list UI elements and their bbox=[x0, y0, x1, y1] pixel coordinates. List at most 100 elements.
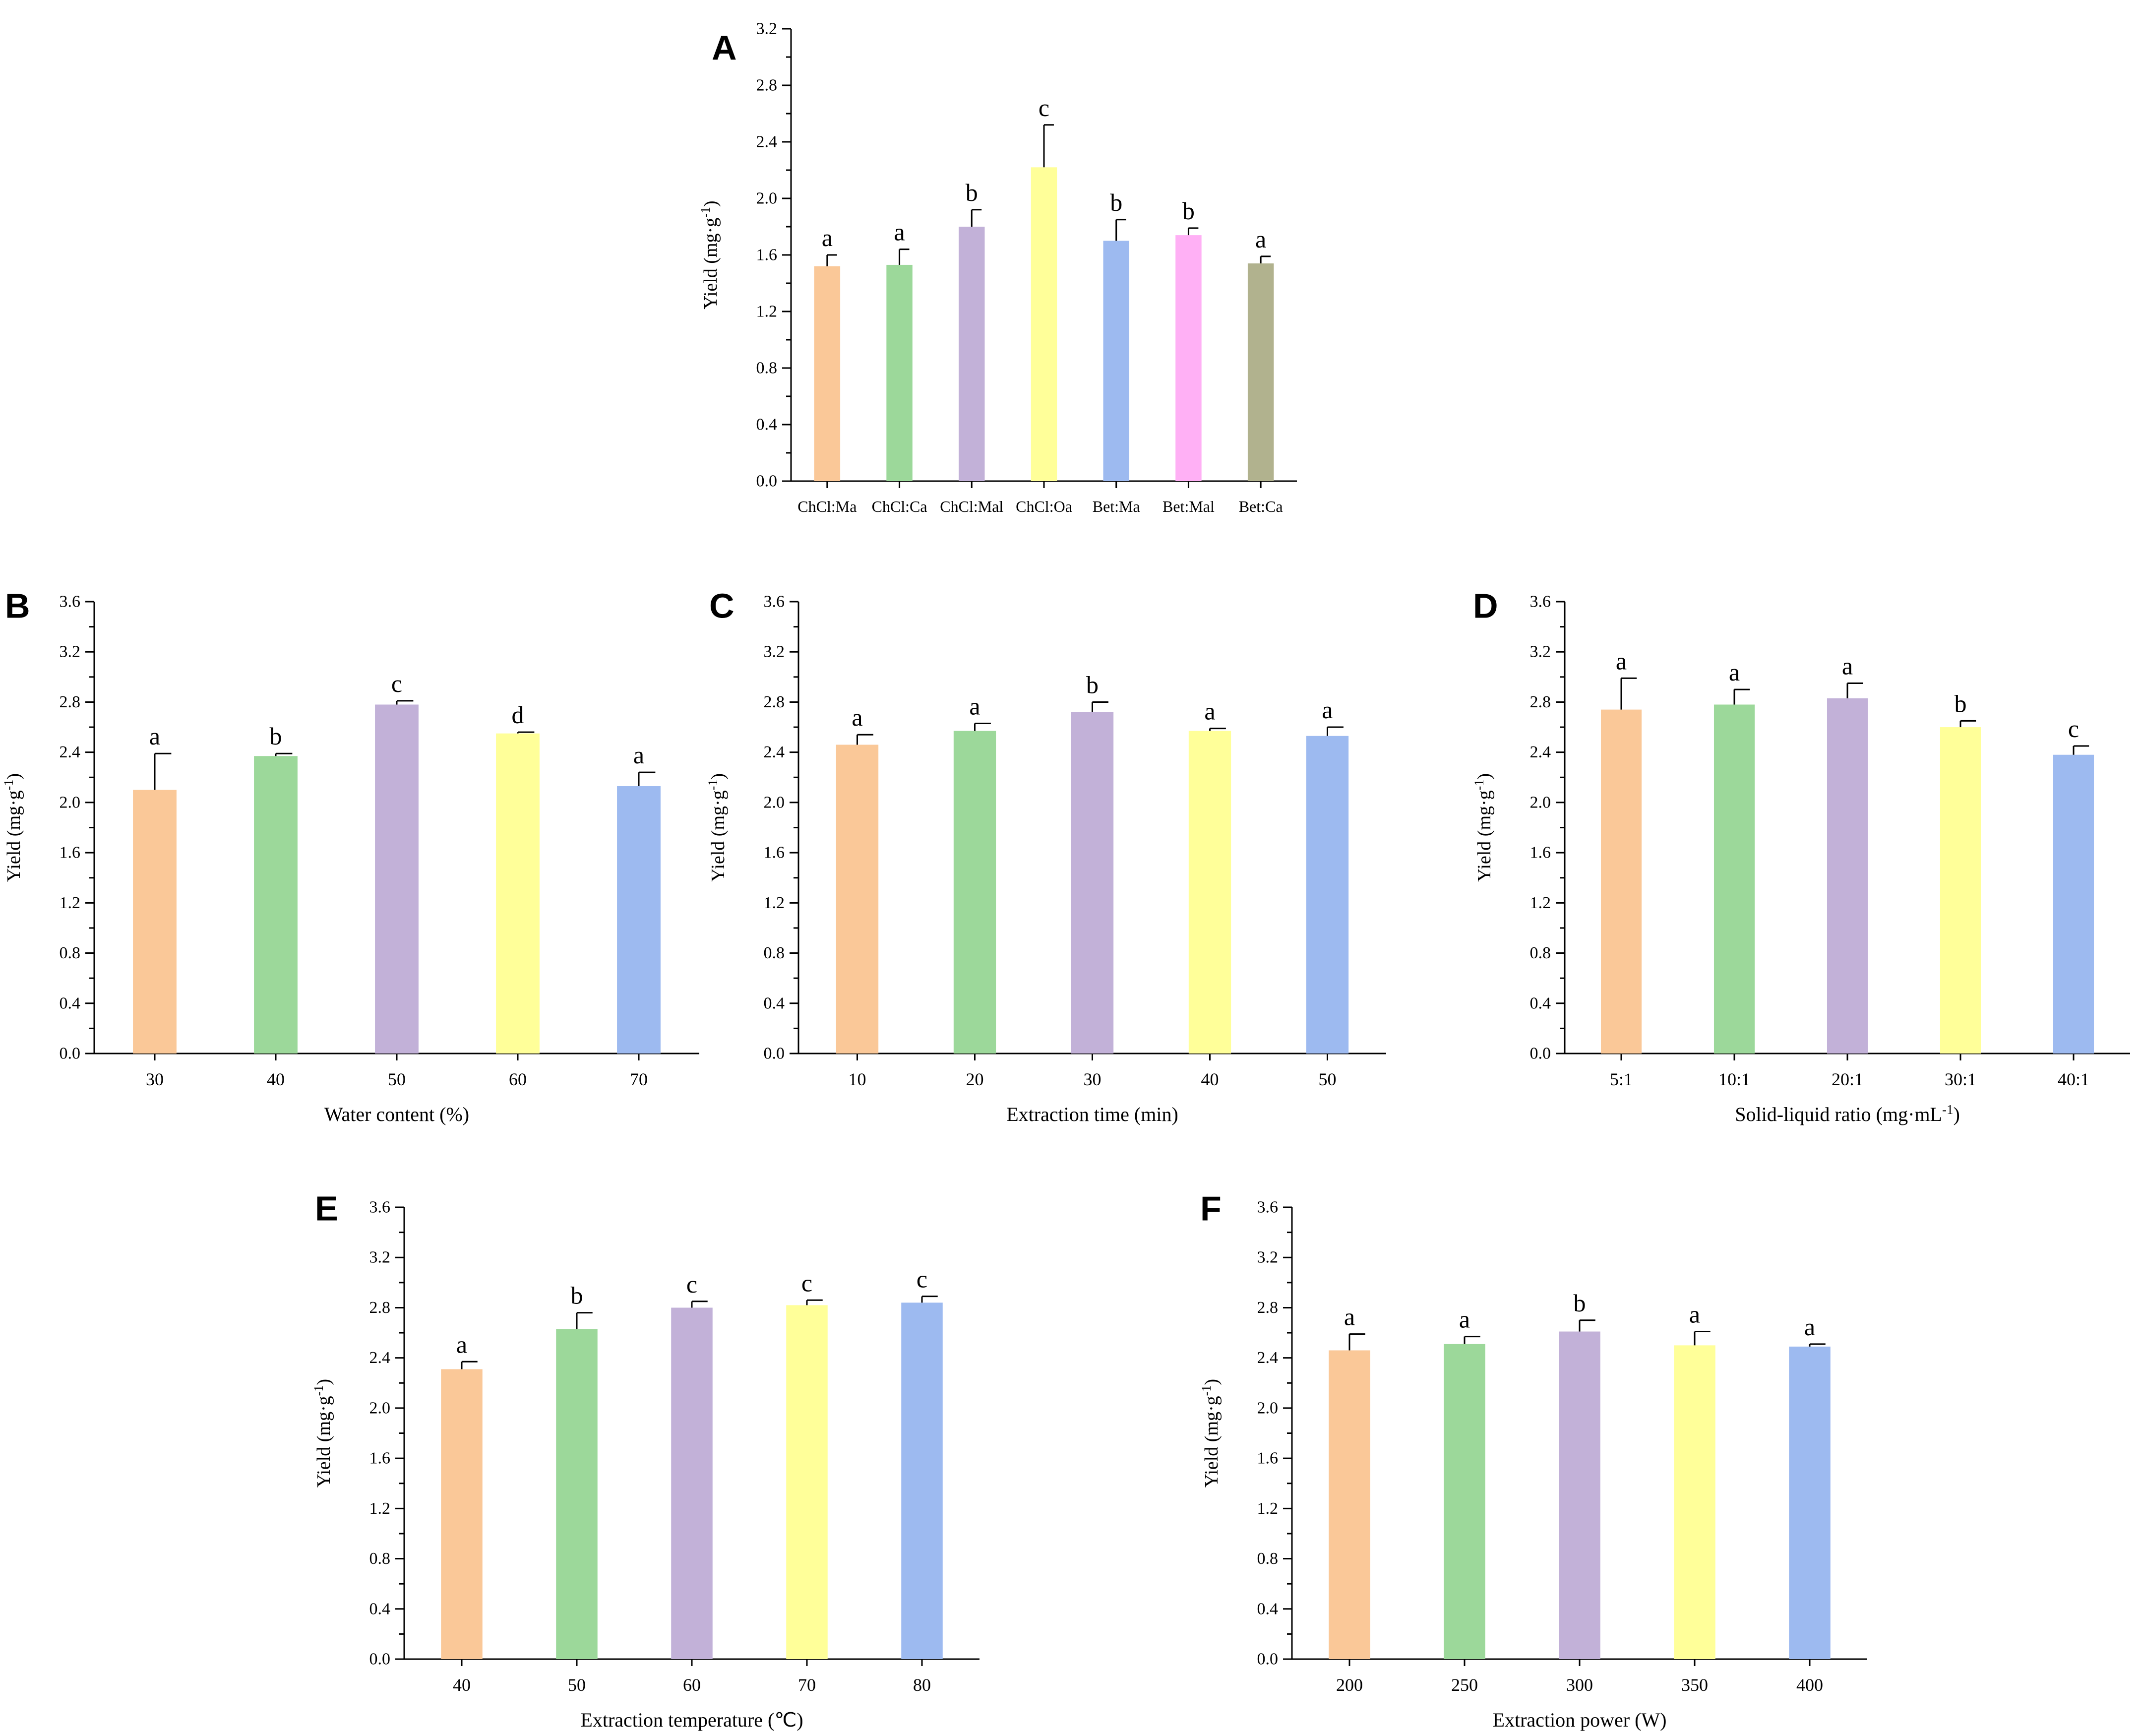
bar-20-1 bbox=[1827, 698, 1868, 1054]
bar-10 bbox=[836, 744, 879, 1054]
y-tick-label: 0.8 bbox=[1530, 944, 1551, 962]
significance-letter: a bbox=[969, 692, 980, 720]
significance-letter: c bbox=[917, 1265, 927, 1293]
significance-letter: a bbox=[1804, 1313, 1815, 1341]
significance-letter: b bbox=[1182, 197, 1195, 225]
bar-chcl-oa bbox=[1031, 167, 1057, 481]
x-tick-label: 250 bbox=[1451, 1675, 1478, 1695]
significance-letter: a bbox=[852, 703, 862, 731]
y-tick-label: 1.6 bbox=[756, 246, 778, 264]
y-tick-label: 1.2 bbox=[756, 303, 778, 321]
y-axis-label: Yield (mg·g-1) bbox=[698, 200, 721, 309]
bar-300 bbox=[1559, 1331, 1600, 1659]
x-tick-label: 50 bbox=[568, 1675, 586, 1695]
x-tick-label: 5:1 bbox=[1610, 1069, 1633, 1089]
significance-letter: d bbox=[512, 701, 524, 729]
x-axis-label: Extraction time (min) bbox=[1006, 1103, 1178, 1125]
y-tick-label: 3.2 bbox=[1530, 643, 1551, 661]
x-tick-label: 30 bbox=[146, 1069, 164, 1089]
y-tick-label: 0.8 bbox=[60, 944, 81, 962]
chart-panel-c: C 0.0 0.4 0.8 1.2 1.6 2.0 2.4 2.8 3.2 3.6 Yield (mg… bbox=[706, 586, 1386, 1125]
significance-letter: b bbox=[1110, 188, 1122, 216]
bar-50 bbox=[1306, 736, 1349, 1054]
x-tick-label: 20 bbox=[966, 1069, 984, 1089]
significance-letter: c bbox=[391, 670, 402, 697]
x-tick-label: 60 bbox=[509, 1069, 527, 1089]
chart-panel-a: A 0.0 0.4 0.8 1.2 1.6 2.0 2.4 2.8 3.2 Yield (mg·g-… bbox=[698, 20, 1297, 515]
x-tick-label: 50 bbox=[1319, 1069, 1337, 1089]
y-tick-label: 0.8 bbox=[369, 1550, 391, 1568]
significance-letter: a bbox=[894, 218, 905, 246]
bar-10-1 bbox=[1713, 704, 1755, 1054]
bar-200 bbox=[1329, 1350, 1370, 1659]
significance-letter: c bbox=[686, 1270, 697, 1298]
x-tick-label: ChCl:Mal bbox=[940, 497, 1003, 515]
y-tick-label: 2.4 bbox=[369, 1349, 391, 1367]
significance-letter: b bbox=[1574, 1289, 1586, 1317]
y-axis-label: Yield (mg·g-1) bbox=[311, 1379, 334, 1488]
chart-panel-e: E 0.0 0.4 0.8 1.2 1.6 2.0 2.4 2.8 3.2 3.6 Yield (mg… bbox=[311, 1189, 979, 1731]
significance-letter: a bbox=[1322, 696, 1333, 724]
panel-letter: C bbox=[709, 586, 734, 625]
y-tick-label: 2.0 bbox=[60, 793, 81, 811]
bar-60 bbox=[671, 1307, 713, 1659]
significance-letter: a bbox=[1255, 225, 1266, 253]
significance-letter: b bbox=[571, 1282, 583, 1309]
y-tick-label: 1.6 bbox=[60, 844, 81, 862]
y-tick-label: 1.2 bbox=[369, 1499, 391, 1518]
x-tick-label: ChCl:Ma bbox=[797, 497, 856, 515]
bar-chcl-mal bbox=[959, 227, 985, 481]
significance-letter: c bbox=[2068, 715, 2079, 743]
x-axis-label: Extraction temperature (℃) bbox=[580, 1709, 803, 1731]
y-tick-label: 2.4 bbox=[1257, 1349, 1279, 1367]
significance-letter: a bbox=[1689, 1301, 1700, 1328]
y-tick-label: 3.2 bbox=[756, 20, 778, 38]
y-tick-label: 1.6 bbox=[369, 1449, 391, 1468]
significance-letter: b bbox=[270, 722, 282, 750]
y-tick-label: 0.4 bbox=[764, 994, 785, 1012]
bar-60 bbox=[496, 733, 540, 1054]
x-tick-label: ChCl:Ca bbox=[872, 497, 927, 515]
significance-letter: c bbox=[1039, 94, 1049, 122]
significance-letter: a bbox=[1344, 1303, 1355, 1331]
bar-40 bbox=[441, 1369, 483, 1659]
significance-letter: a bbox=[1459, 1305, 1470, 1333]
x-tick-label: Bet:Ca bbox=[1239, 497, 1283, 515]
bar-40-1 bbox=[2053, 754, 2094, 1054]
significance-letter: a bbox=[633, 741, 644, 769]
panel-letter: A bbox=[712, 28, 737, 67]
y-tick-label: 2.8 bbox=[764, 693, 785, 711]
x-tick-label: Bet:Ma bbox=[1093, 497, 1140, 515]
x-tick-label: 60 bbox=[683, 1675, 701, 1695]
bar-50 bbox=[375, 704, 419, 1054]
bar-20 bbox=[953, 731, 996, 1054]
bar-bet-mal bbox=[1175, 235, 1202, 481]
y-tick-label: 3.6 bbox=[1530, 593, 1551, 611]
significance-letter: a bbox=[456, 1330, 467, 1358]
y-tick-label: 0.8 bbox=[764, 944, 785, 962]
y-tick-label: 3.2 bbox=[1257, 1248, 1279, 1267]
chart-panel-d: D 0.0 0.4 0.8 1.2 1.6 2.0 2.4 2.8 3.2 3.6 Yield (mg… bbox=[1472, 586, 2130, 1125]
y-tick-label: 2.0 bbox=[369, 1399, 391, 1417]
x-tick-label: 70 bbox=[798, 1675, 816, 1695]
y-tick-label: 3.2 bbox=[60, 643, 81, 661]
x-tick-label: 40:1 bbox=[2058, 1069, 2089, 1089]
x-tick-label: 40 bbox=[453, 1675, 471, 1695]
x-tick-label: 30 bbox=[1084, 1069, 1101, 1089]
x-tick-label: 20:1 bbox=[1832, 1069, 1863, 1089]
y-tick-label: 3.2 bbox=[369, 1248, 391, 1267]
significance-letter: a bbox=[822, 224, 833, 251]
y-tick-label: 3.6 bbox=[1257, 1198, 1279, 1217]
x-tick-label: 400 bbox=[1796, 1675, 1823, 1695]
bar-chcl-ca bbox=[886, 264, 913, 481]
y-tick-label: 2.8 bbox=[60, 693, 81, 711]
y-tick-label: 1.2 bbox=[1530, 894, 1551, 912]
significance-letter: a bbox=[1204, 697, 1215, 725]
y-axis-label: Yield (mg·g-1) bbox=[706, 773, 729, 882]
bar-5-1 bbox=[1600, 709, 1642, 1054]
y-tick-label: 1.2 bbox=[1257, 1499, 1279, 1518]
y-axis-label: Yield (mg·g-1) bbox=[1, 773, 24, 882]
y-axis-label: Yield (mg·g-1) bbox=[1199, 1379, 1222, 1488]
x-tick-label: 10 bbox=[849, 1069, 866, 1089]
